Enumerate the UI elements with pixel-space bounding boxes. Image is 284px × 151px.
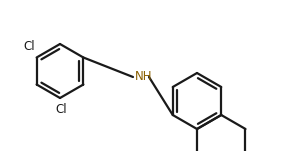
Text: NH: NH — [135, 69, 153, 82]
Text: Cl: Cl — [23, 40, 35, 53]
Text: Cl: Cl — [55, 103, 67, 116]
